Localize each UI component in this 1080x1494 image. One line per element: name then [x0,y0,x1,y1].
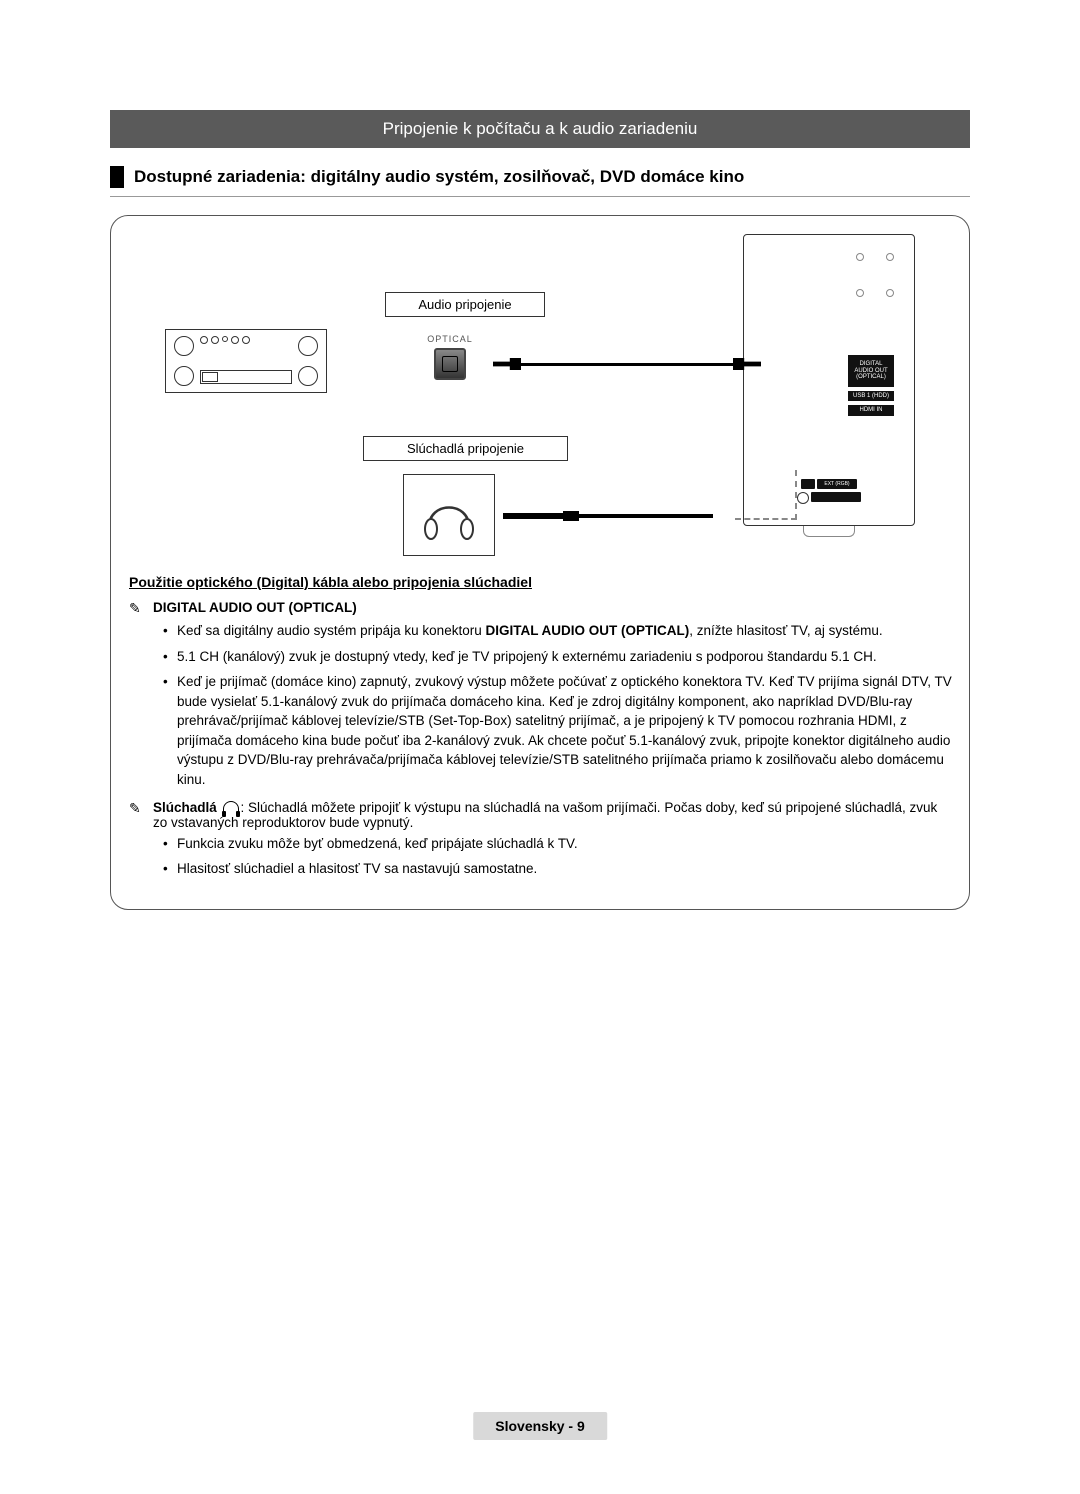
note-headphones: ✎ Slúchadlá : Slúchadlá môžete pripojiť … [129,800,955,830]
audio-connection-label: Audio pripojenie [385,292,545,317]
headphone-cable [503,511,713,521]
title-bar: Pripojenie k počítaču a k audio zariaden… [110,110,970,148]
note-icon: ✎ [129,600,147,617]
headphone-cable-dashed [735,470,797,520]
note1-heading: DIGITAL AUDIO OUT (OPTICAL) [153,600,357,615]
bullets-digital-audio: Keď sa digitálny audio systém pripája ku… [163,621,955,790]
note2-heading: Slúchadlá [153,800,217,815]
bullet-item: Funkcia zvuku môže byť obmedzená, keď pr… [163,834,955,854]
note-icon: ✎ [129,800,147,817]
connection-diagram: DIGITAL AUDIO OUT (OPTICAL) USB 1 (HDD) … [125,234,955,564]
diagram-container: DIGITAL AUDIO OUT (OPTICAL) USB 1 (HDD) … [110,215,970,910]
bullet-item: Hlasitosť slúchadiel a hlasitosť TV sa n… [163,859,955,879]
section-header: Dostupné zariadenia: digitálny audio sys… [110,166,970,188]
bullet-item: 5.1 CH (kanálový) zvuk je dostupný vtedy… [163,647,955,667]
bullet-item: Keď je prijímač (domáce kino) zapnutý, z… [163,672,955,789]
usage-title: Použitie optického (Digital) kábla alebo… [129,574,955,590]
tv-bottom-ports: EXT (RGB) [784,479,874,507]
section-marker [110,166,124,188]
optical-port-icon: OPTICAL [415,334,485,380]
optical-text: OPTICAL [415,334,485,344]
headphone-icon [403,474,495,556]
port-digital-audio-out: DIGITAL AUDIO OUT (OPTICAL) [848,355,894,387]
section-title: Dostupné zariadenia: digitálny audio sys… [134,167,744,187]
note-digital-audio: ✎ DIGITAL AUDIO OUT (OPTICAL) [129,600,955,617]
port-hdmi: HDMI IN [848,405,894,416]
optical-cable [493,358,761,370]
bullet-item: Keď sa digitálny audio systém pripája ku… [163,621,955,641]
bullets-headphone: Funkcia zvuku môže byť obmedzená, keď pr… [163,834,955,879]
headphone-glyph-icon [223,801,239,814]
tv-port-block: DIGITAL AUDIO OUT (OPTICAL) USB 1 (HDD) … [848,355,894,420]
headphone-connection-label: Slúchadlá pripojenie [363,436,568,461]
port-usb: USB 1 (HDD) [848,391,894,402]
page-footer: Slovensky - 9 [473,1412,607,1440]
divider [110,196,970,197]
note2-text: : Slúchadlá môžete pripojiť k výstupu na… [153,800,937,830]
amplifier [165,329,327,393]
